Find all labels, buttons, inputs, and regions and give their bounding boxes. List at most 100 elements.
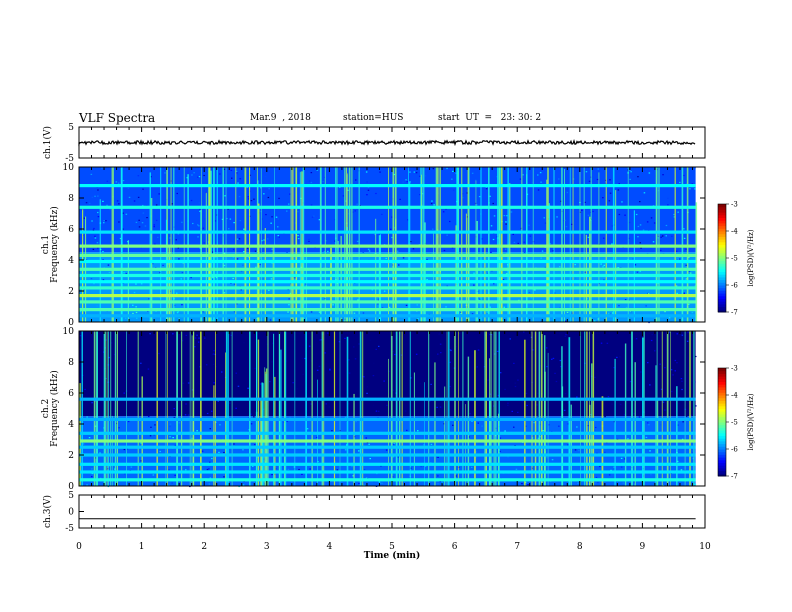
ch2-spectrogram-noise-cell: [517, 411, 519, 413]
ch1-spectrogram-noise-cell: [407, 219, 409, 221]
ch2-spectrogram-noise-cell: [564, 373, 566, 375]
ch2-spectrogram-colorbar-cell: [718, 432, 726, 436]
ch1-spectrogram-noise-cell: [694, 167, 696, 169]
ch2-spectrogram-spheric-streak: [531, 331, 533, 486]
ch1-spectrogram-noise-cell: [379, 171, 381, 173]
ch2-spectrogram-noise-cell: [306, 428, 309, 430]
ch2-spectrogram-noise-cell: [676, 344, 679, 346]
ch1-spectrogram-ytick-label: 4: [68, 256, 74, 266]
ch1-spectrogram-noise-cell: [243, 228, 245, 230]
ch2-spectrogram-noise-cell: [341, 407, 344, 409]
ch2-spectrogram-noise-cell: [595, 476, 598, 479]
ch1-spectrogram-noise-cell: [271, 248, 273, 250]
ch1-spectrogram-noise-cell: [586, 298, 588, 300]
ch2-spectrogram-noise-cell: [556, 350, 558, 352]
ch2-spectrogram-noise-cell: [168, 469, 170, 471]
ch1-spectrogram-noise-cell: [223, 252, 226, 254]
ch1-spectrogram-colorbar-cell: [718, 231, 726, 235]
ch1-spectrogram-noise-cell: [646, 221, 649, 223]
ch2-spectrogram-noise-cell: [469, 413, 471, 415]
ch2-spectrogram-noise-cell: [469, 475, 471, 477]
ch1-spectrogram-noise-cell: [142, 204, 144, 207]
ch2-spectrogram-noise-cell: [680, 378, 683, 380]
ch1-spectrogram-noise-cell: [85, 210, 87, 212]
ch1-spectrogram-noise-cell: [238, 238, 241, 240]
ch2-spectrogram-noise-cell: [295, 331, 298, 334]
ch2-spectrogram-colorbar-cell: [718, 408, 726, 412]
ch2-spectrogram-noise-cell: [313, 370, 315, 372]
ch2-spectrogram-colorbar-cell: [718, 430, 726, 434]
ch1-spectrogram-noise-cell: [311, 216, 314, 218]
ch1-spectrogram-noise-cell: [135, 311, 138, 314]
ch1-spectrogram-noise-cell: [250, 200, 253, 202]
ch1-spectrogram-noise-cell: [97, 195, 99, 197]
ch1-spectrogram-noise-cell: [155, 310, 157, 312]
ch2-spectrogram-noise-cell: [455, 475, 457, 477]
ch1-spectrogram-noise-cell: [211, 251, 214, 253]
ch1-spectrogram-noise-cell: [102, 259, 104, 261]
ch2-spectrogram-colorbar-cell: [718, 405, 726, 409]
ch2-spectrogram-noise-cell: [174, 425, 176, 427]
ch2-spectrogram-noise-cell: [281, 390, 284, 392]
ch1-spectrogram-noise-cell: [617, 189, 620, 191]
ch1-spectrogram-noise-cell: [263, 193, 265, 195]
ch2-spectrogram-band: [79, 397, 696, 401]
ch2-spectrogram-noise-cell: [209, 428, 211, 430]
ch1-spectrogram-noise-cell: [609, 179, 611, 181]
ch2-spectrogram-band: [79, 453, 696, 457]
ch1-spectrogram-noise-cell: [223, 264, 226, 267]
ch2-spectrogram-noise-cell: [194, 337, 197, 339]
ch1-spectrogram-noise-cell: [405, 179, 407, 181]
ch2-spectrogram-spheric-streak: [213, 385, 215, 486]
ch2-spectrogram-noise-cell: [527, 332, 529, 335]
ch2-spectrogram-band: [79, 417, 696, 421]
ch2-spectrogram-noise-cell: [584, 348, 587, 350]
ch1-spectrogram-noise-cell: [503, 306, 505, 308]
ch2-spectrogram-colorbar-cell: [718, 470, 726, 474]
ch1-spectrogram-noise-cell: [237, 182, 239, 184]
ch2-spectrogram-noise-cell: [158, 368, 160, 370]
ch2-spectrogram-noise-cell: [567, 402, 569, 404]
ch1-spectrogram-noise-cell: [96, 242, 99, 244]
ch1-spectrogram-noise-cell: [362, 251, 364, 253]
ch1-spectrogram-ylabel: Frequency (kHz): [49, 206, 60, 283]
ch2-spectrogram-noise-cell: [195, 410, 197, 412]
ch2-spectrogram-noise-cell: [450, 429, 452, 431]
ch1-spectrogram-noise-cell: [504, 248, 507, 250]
ch2-spectrogram-noise-cell: [196, 382, 199, 384]
ch2-spectrogram-noise-cell: [329, 368, 331, 370]
ch2-spectrogram-spheric-streak: [323, 331, 325, 486]
ch2-spectrogram-spheric-streak: [493, 331, 495, 486]
ch2-spectrogram-noise-cell: [619, 356, 621, 358]
ch2-spectrogram-noise-cell: [127, 387, 130, 389]
ch2-spectrogram-noise-cell: [185, 403, 187, 405]
ch1-spectrogram-band: [79, 280, 696, 284]
ch1-spectrogram-noise-cell: [97, 247, 99, 249]
ch1-spectrogram-noise-cell: [116, 200, 119, 202]
ch1-spectrogram-noise-cell: [683, 174, 685, 177]
ch1-spectrogram-noise-cell: [259, 319, 261, 321]
ch2-spectrogram-noise-cell: [318, 365, 321, 367]
ch1-spectrogram-colorbar-cell: [718, 258, 726, 262]
ch1-spectrogram-noise-cell: [544, 266, 547, 268]
ch1-spectrogram-noise-cell: [574, 277, 577, 279]
ch2-spectrogram-noise-cell: [609, 351, 611, 353]
ch2-spectrogram-noise-cell: [404, 410, 407, 412]
ch1-spectrogram-noise-cell: [473, 284, 475, 286]
ch1-spectrogram-colorbar-cell: [718, 241, 726, 245]
ch1-spectrogram-noise-cell: [190, 199, 193, 202]
ch2-spectrogram-noise-cell: [567, 444, 569, 446]
ch1-spectrogram-colorbar-cell: [718, 303, 726, 308]
ch2-spectrogram-noise-cell: [146, 335, 148, 337]
ch1-spectrogram-noise-cell: [608, 312, 610, 314]
ch1-spectrogram-spheric-streak: [509, 183, 511, 322]
ch1-spectrogram-noise-cell: [539, 172, 542, 174]
ch1-spectrogram-noise-cell: [152, 263, 154, 265]
ch1-spectrogram-noise-cell: [505, 223, 507, 225]
ch2-spectrogram-noise-cell: [623, 414, 626, 416]
ch1-spectrogram-colorbar-cell: [718, 244, 726, 248]
ch1-spectrogram-noise-cell: [294, 266, 297, 268]
ch2-spectrogram-spheric-streak: [388, 358, 389, 486]
ch1-spectrogram-noise-cell: [228, 228, 230, 230]
ch2-spectrogram-noise-cell: [172, 333, 174, 335]
